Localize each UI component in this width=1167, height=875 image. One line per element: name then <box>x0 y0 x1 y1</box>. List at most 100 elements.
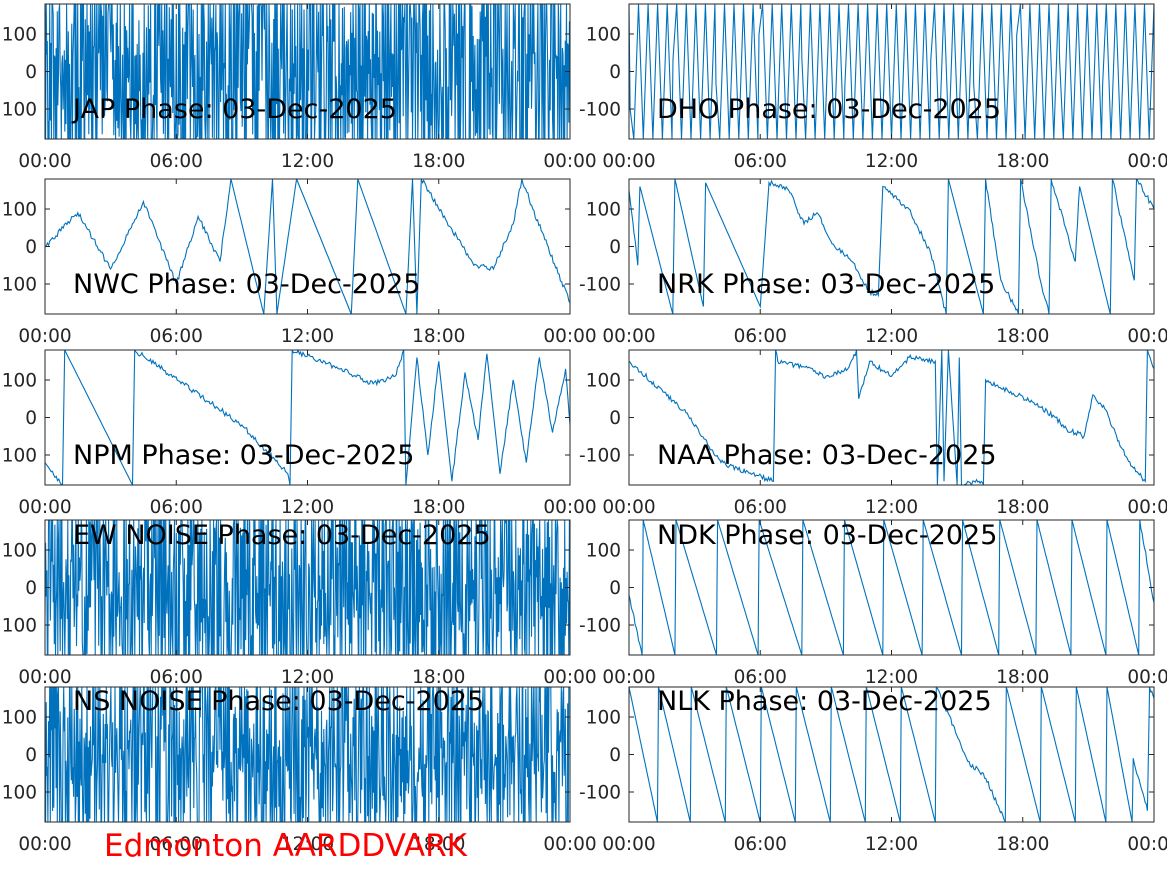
ytick-label: -100 <box>579 783 621 804</box>
ytick-label: 100 <box>2 616 37 637</box>
phase-panel: 100 0 100 00:00 06:00 12:00 18:00 00:00 NWC Phas… <box>2 178 597 347</box>
phase-trace <box>629 179 1154 314</box>
ytick-label: 100 <box>586 371 621 392</box>
xtick-label: 00:00 <box>18 326 71 347</box>
ytick-label: 0 <box>609 237 621 258</box>
panel-title: DHO Phase: 03-Dec-2025 <box>657 94 1001 125</box>
ytick-label: 100 <box>2 25 37 46</box>
xtick-label: 06:00 <box>734 151 787 172</box>
ytick-label: 0 <box>25 62 37 83</box>
xtick-label: 18:00 <box>996 326 1049 347</box>
xtick-label: 18:00 <box>412 834 465 855</box>
ytick-label: 100 <box>2 371 37 392</box>
plot-background <box>45 179 570 314</box>
xtick-label: 00:00 <box>543 326 596 347</box>
ytick-label: 0 <box>609 578 621 599</box>
phase-trace <box>45 520 570 655</box>
phase-trace <box>45 350 570 485</box>
xtick-label: 00:00 <box>18 667 71 688</box>
panel-title: NPM Phase: 03-Dec-2025 <box>73 440 414 471</box>
plot-background <box>629 350 1154 485</box>
xtick-label: 06:00 <box>150 326 203 347</box>
xtick-label: 06:00 <box>734 667 787 688</box>
phase-trace <box>629 520 1154 655</box>
xtick-label: 12:00 <box>865 151 918 172</box>
panel-title: JAP Phase: 03-Dec-2025 <box>71 94 397 125</box>
phase-panel: 100 0 100 00:00 06:00 12:00 18:00 00:00 EW NOISE… <box>2 519 597 688</box>
ytick-label: 0 <box>25 578 37 599</box>
xtick-label: 18:00 <box>412 497 465 518</box>
station-label: Edmonton AARDDVARK <box>104 828 468 864</box>
phase-panel: 100 0 100 00:00 06:00 12:00 18:00 00:00 NPM Phas… <box>2 349 597 518</box>
xtick-label: 06:00 <box>150 151 203 172</box>
xtick-label: 00:00 <box>18 497 71 518</box>
phase-trace <box>629 687 1154 822</box>
ytick-label: 0 <box>25 237 37 258</box>
xtick-label: 00:00 <box>602 326 655 347</box>
xtick-label: 12:00 <box>865 326 918 347</box>
panel-title: NWC Phase: 03-Dec-2025 <box>73 269 420 300</box>
phase-panel: 100 0 100 00:00 06:00 12:00 18:00 00:00 JAP Phas… <box>2 3 597 172</box>
phase-trace <box>45 179 570 314</box>
xtick-label: 00:00 <box>1127 151 1167 172</box>
ytick-label: -100 <box>579 275 621 296</box>
xtick-label: 18:00 <box>996 151 1049 172</box>
xtick-label: 00:00 <box>602 834 655 855</box>
xtick-label: 12:00 <box>281 667 334 688</box>
xtick-label: 00:00 <box>1127 326 1167 347</box>
xtick-label: 00:00 <box>543 667 596 688</box>
xtick-label: 00:00 <box>1127 497 1167 518</box>
xtick-label: 12:00 <box>865 834 918 855</box>
xtick-label: 18:00 <box>996 834 1049 855</box>
ytick-label: 100 <box>2 783 37 804</box>
ytick-label: 100 <box>2 541 37 562</box>
xtick-label: 06:00 <box>150 497 203 518</box>
xtick-label: 12:00 <box>281 151 334 172</box>
xtick-label: 00:00 <box>1127 834 1167 855</box>
phase-panel: 100 0 -100 00:00 06:00 12:00 18:00 00:00 NLK Pha… <box>579 686 1167 855</box>
ytick-label: 100 <box>586 541 621 562</box>
phase-panel: 100 0 -100 00:00 06:00 12:00 18:00 00:00 NDK Pha… <box>579 519 1167 688</box>
xtick-label: 00:00 <box>18 834 71 855</box>
panel-title: NS NOISE Phase: 03-Dec-2025 <box>73 686 484 717</box>
panel-title: NLK Phase: 03-Dec-2025 <box>657 686 992 717</box>
phase-panel: 100 0 -100 00:00 06:00 12:00 18:00 00:00 DHO Pha… <box>579 3 1167 172</box>
panel-title: NRK Phase: 03-Dec-2025 <box>657 269 995 300</box>
ytick-label: 100 <box>2 275 37 296</box>
phase-trace <box>629 350 1154 485</box>
ytick-label: 100 <box>586 708 621 729</box>
xtick-label: 18:00 <box>996 667 1049 688</box>
xtick-label: 06:00 <box>734 834 787 855</box>
ytick-label: 100 <box>2 200 37 221</box>
xtick-label: 12:00 <box>281 326 334 347</box>
ytick-label: 100 <box>586 25 621 46</box>
xtick-label: 18:00 <box>996 497 1049 518</box>
ytick-label: -100 <box>579 100 621 121</box>
xtick-label: 12:00 <box>865 667 918 688</box>
panel-title: NDK Phase: 03-Dec-2025 <box>657 520 997 551</box>
panel-title: NAA Phase: 03-Dec-2025 <box>657 440 997 471</box>
xtick-label: 06:00 <box>734 497 787 518</box>
phase-panel: 100 0 -100 00:00 06:00 12:00 18:00 00:00 NRK Pha… <box>579 178 1167 347</box>
xtick-label: 06:00 <box>150 834 203 855</box>
ytick-label: 100 <box>2 100 37 121</box>
ytick-label: 0 <box>609 745 621 766</box>
ytick-label: 0 <box>25 745 37 766</box>
ytick-label: -100 <box>579 446 621 467</box>
xtick-label: 00:00 <box>543 497 596 518</box>
xtick-label: 18:00 <box>412 151 465 172</box>
ytick-label: 0 <box>25 408 37 429</box>
ytick-label: 0 <box>609 62 621 83</box>
plot-background <box>629 179 1154 314</box>
xtick-label: 18:00 <box>412 326 465 347</box>
ytick-label: 100 <box>2 446 37 467</box>
xtick-label: 00:00 <box>543 151 596 172</box>
xtick-label: 00:00 <box>602 667 655 688</box>
phase-trace <box>45 687 570 822</box>
ytick-label: 100 <box>586 200 621 221</box>
panel-title: EW NOISE Phase: 03-Dec-2025 <box>73 520 491 551</box>
phase-panel: 100 0 100 00:00 06:00 12:00 18:00 00:00 NS NOISE… <box>2 686 597 855</box>
xtick-label: 00:00 <box>18 151 71 172</box>
xtick-label: 12:00 <box>865 497 918 518</box>
